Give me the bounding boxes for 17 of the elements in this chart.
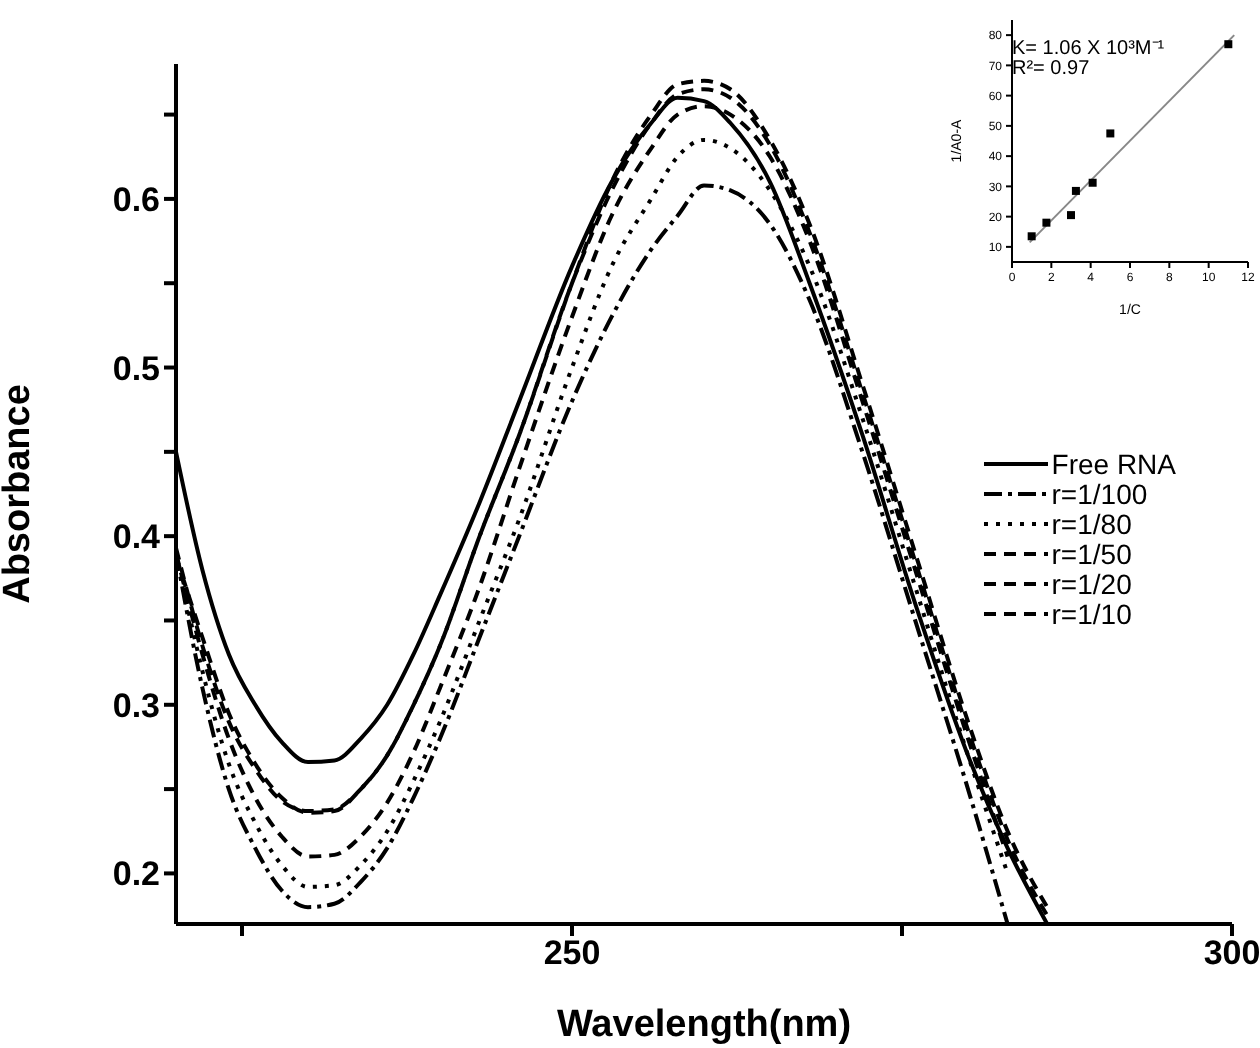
legend-label: Free RNA: [1051, 447, 1176, 479]
y-tick-label: 0.6: [112, 180, 160, 219]
legend-label: r=1/20: [1051, 567, 1132, 599]
legend-label: r=1/50: [1051, 537, 1132, 569]
x-axis-title: Wavelength(nm): [556, 1004, 852, 1046]
y-axis-title: Absorbance: [0, 384, 40, 604]
x-tick-label: 250: [543, 934, 601, 973]
y-tick-label: 0.5: [112, 349, 160, 388]
x-tick-label: 300: [1203, 934, 1260, 973]
annotation: R²= 0.97: [1012, 58, 1090, 80]
legend-label: r=1/80: [1051, 507, 1132, 539]
y-tick-label: 0.2: [112, 855, 160, 894]
legend-label: r=1/10: [1051, 597, 1132, 629]
y-tick-label: 0.4: [112, 518, 162, 557]
legend-label: r=1/100: [1051, 477, 1148, 509]
annotation: K= 1.06 X 10³M⁻¹: [1012, 36, 1165, 60]
y-tick-label: 0.3: [112, 686, 160, 725]
